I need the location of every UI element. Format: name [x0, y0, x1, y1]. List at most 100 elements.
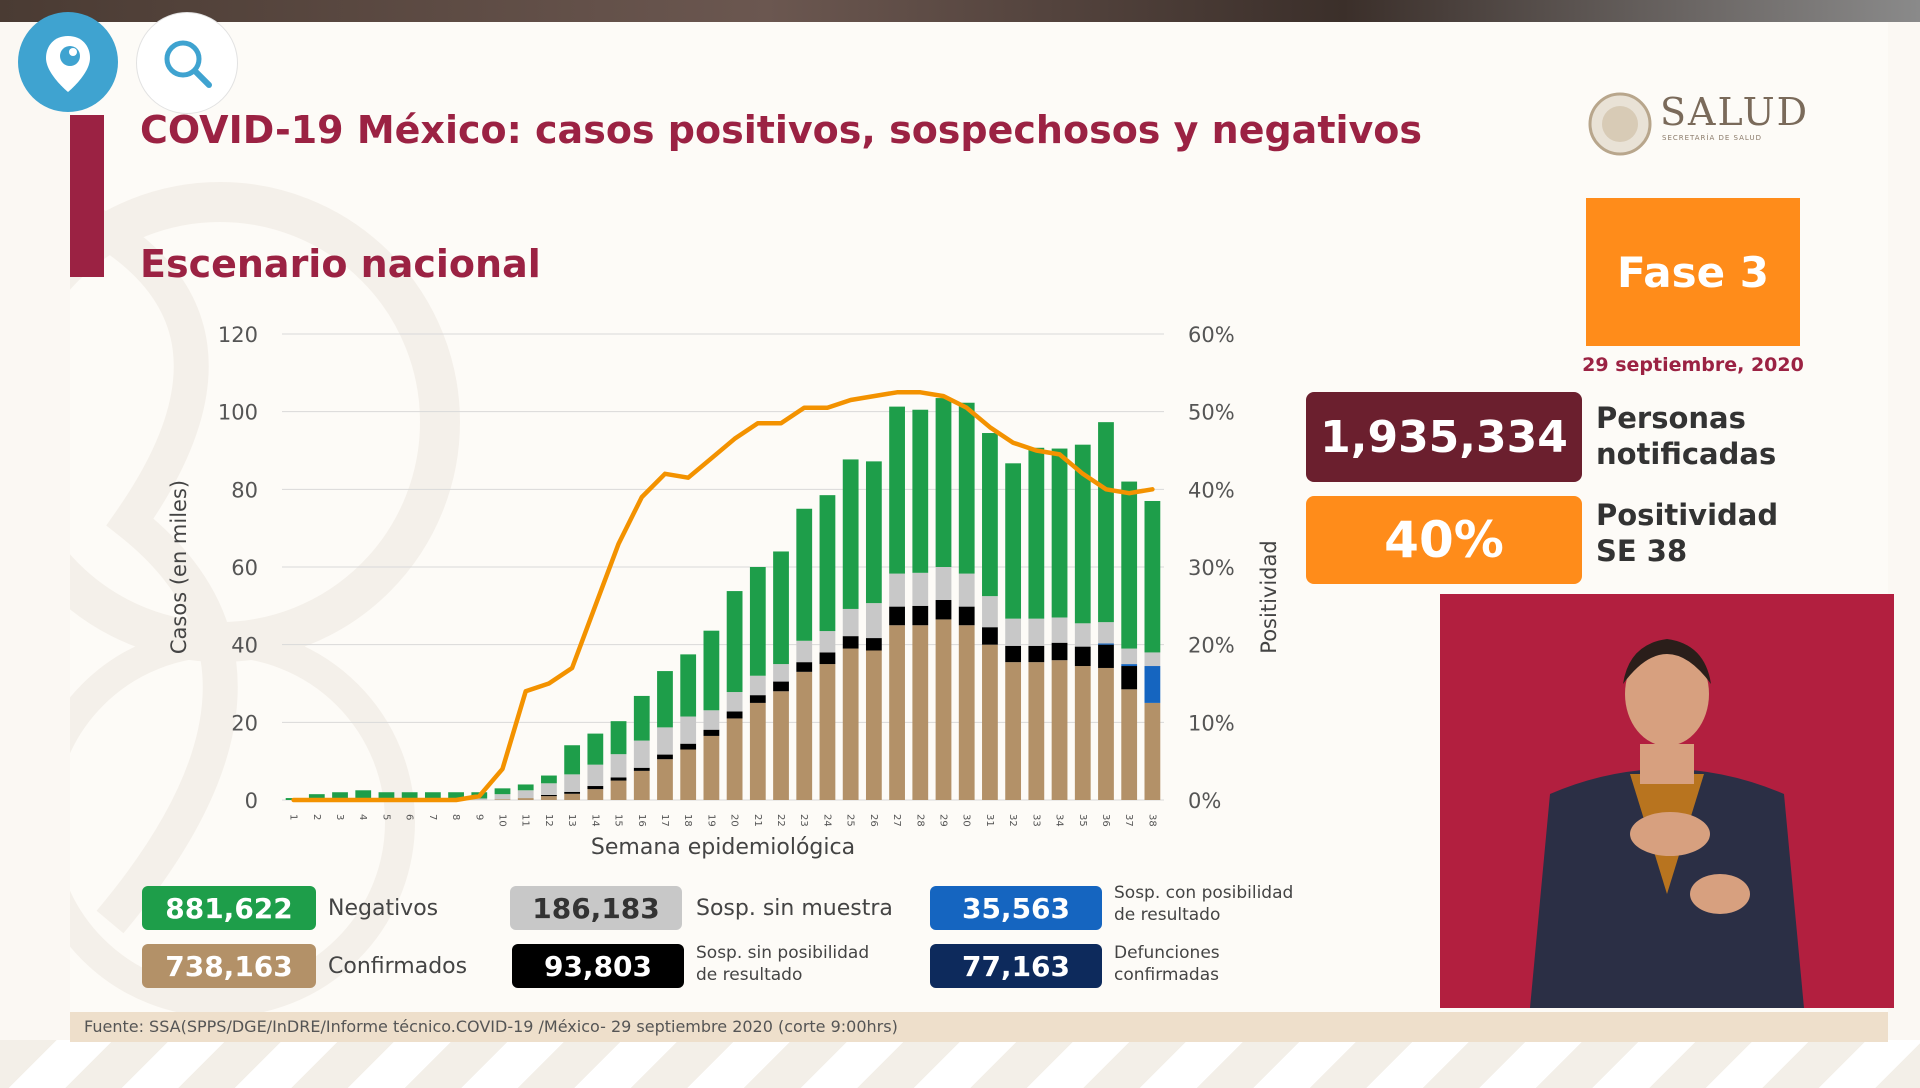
- x-tick-label: 1: [288, 814, 299, 820]
- bar-segment: [982, 433, 998, 597]
- positivity-label-line2: SE 38: [1596, 534, 1688, 568]
- bar-segment: [1051, 448, 1068, 618]
- bar-segment: [1005, 618, 1022, 646]
- bar-segment: [1098, 667, 1114, 800]
- bar-segment: [773, 691, 789, 800]
- legend-sosp-sin-posibilidad-line2: de resultado: [696, 965, 803, 985]
- x-tick-label: 5: [380, 814, 391, 820]
- x-tick-label: 37: [1123, 814, 1134, 827]
- bar-segment: [749, 702, 766, 800]
- bar-segment: [1074, 444, 1091, 624]
- x-tick-label: 7: [427, 814, 438, 820]
- bar-segment: [633, 740, 650, 768]
- legend-defunciones-value: 77,163: [930, 944, 1102, 988]
- bar-segment: [657, 727, 673, 755]
- bar-segment: [1051, 642, 1068, 661]
- bar-segment: [657, 759, 673, 800]
- page-subtitle: Escenario nacional: [140, 242, 541, 286]
- bar-segment: [1005, 662, 1022, 800]
- bar-segment: [935, 600, 952, 620]
- bar-segment: [1121, 666, 1138, 690]
- x-tick-label: 33: [1030, 814, 1041, 827]
- accent-bar: [70, 115, 104, 277]
- bar-segment: [796, 508, 813, 641]
- x-tick-label: 25: [845, 814, 856, 827]
- bar-segment: [912, 572, 929, 606]
- bar-segment: [865, 638, 882, 651]
- legend-defunciones-line1: Defunciones: [1114, 943, 1220, 963]
- x-tick-label: 26: [868, 814, 879, 827]
- bar-segment: [610, 721, 627, 755]
- bar-segment: [842, 608, 859, 637]
- sign-language-interpreter-video: [1440, 594, 1894, 1008]
- report-date: 29 septiembre, 2020: [1582, 354, 1804, 376]
- bar-segment: [982, 644, 998, 800]
- positivity-label-line1: Positividad: [1596, 498, 1779, 532]
- bar-segment: [773, 664, 789, 682]
- bar-segment: [865, 650, 882, 800]
- x-tick-label: 13: [566, 814, 577, 827]
- bar-segment: [633, 767, 650, 771]
- legend-sosp-sin-posibilidad-value: 93,803: [512, 944, 684, 988]
- notified-label-line2: notificadas: [1596, 437, 1777, 471]
- x-tick-label: 14: [589, 814, 600, 827]
- bar-segment: [889, 573, 905, 607]
- y2-tick-label: 0%: [1188, 789, 1221, 813]
- bar-segment: [865, 603, 882, 639]
- bar-segment: [889, 406, 905, 574]
- search-icon[interactable]: [136, 12, 238, 114]
- bar-segment: [982, 596, 998, 628]
- x-tick-label: 30: [961, 814, 972, 827]
- bar-segment: [564, 745, 581, 775]
- bar-segment: [541, 794, 557, 797]
- legend-negativos-label: Negativos: [328, 896, 439, 921]
- x-tick-label: 12: [543, 814, 554, 827]
- positivity-line: [291, 390, 1155, 803]
- bar-segment: [308, 794, 325, 800]
- bar-segment: [1121, 648, 1138, 665]
- bar-segment: [424, 792, 441, 800]
- notified-label-line1: Personas: [1596, 401, 1746, 435]
- salud-logo-icon: [1588, 92, 1652, 156]
- bar-segment: [657, 671, 673, 728]
- notified-label: Personas notificadas: [1596, 400, 1776, 472]
- bar-segment: [564, 791, 581, 794]
- bar-segment: [889, 606, 905, 626]
- bar-segment: [1028, 447, 1045, 619]
- x-tick-label: 8: [450, 814, 461, 820]
- bottom-pattern-strip: [0, 1040, 1920, 1088]
- bar-segment: [633, 695, 650, 741]
- x-tick-label: 16: [636, 814, 647, 827]
- bar-segment: [1028, 618, 1045, 646]
- bar-segment: [1121, 481, 1138, 649]
- x-tick-label: 22: [775, 814, 786, 827]
- bar-segment: [726, 591, 743, 693]
- x-tick-label: 18: [682, 814, 693, 827]
- legend-sosp-con-posibilidad-label: Sosp. con posibilidad de resultado: [1114, 882, 1293, 926]
- x-tick-label: 32: [1007, 814, 1018, 827]
- bar-segment: [494, 794, 511, 800]
- x-tick-label: 10: [497, 814, 508, 827]
- y2-tick-label: 50%: [1188, 401, 1235, 425]
- bar-segment: [1005, 645, 1022, 663]
- bar-segment: [680, 743, 697, 750]
- bar-segment: [1028, 662, 1045, 800]
- bar-segment: [1144, 500, 1161, 653]
- source-footer: Fuente: SSA(SPPS/DGE/InDRE/Informe técni…: [70, 1012, 1888, 1042]
- bar-segment: [332, 792, 348, 800]
- bar-segment: [726, 711, 743, 719]
- y-tick-label: 100: [218, 401, 258, 425]
- x-tick-label: 35: [1077, 814, 1088, 827]
- y-tick-label: 80: [231, 478, 258, 502]
- bar-segment: [703, 735, 720, 800]
- bar-segment: [680, 749, 697, 800]
- periscope-icon[interactable]: [18, 12, 118, 112]
- bar-segment: [517, 790, 534, 799]
- x-tick-label: 11: [520, 814, 531, 827]
- bar-segment: [819, 652, 836, 665]
- bar-segment: [749, 567, 766, 676]
- legend-sosp-sin-posibilidad-label: Sosp. sin posibilidad de resultado: [696, 942, 869, 986]
- bar-segment: [448, 792, 464, 800]
- x-tick-label: 19: [705, 814, 716, 827]
